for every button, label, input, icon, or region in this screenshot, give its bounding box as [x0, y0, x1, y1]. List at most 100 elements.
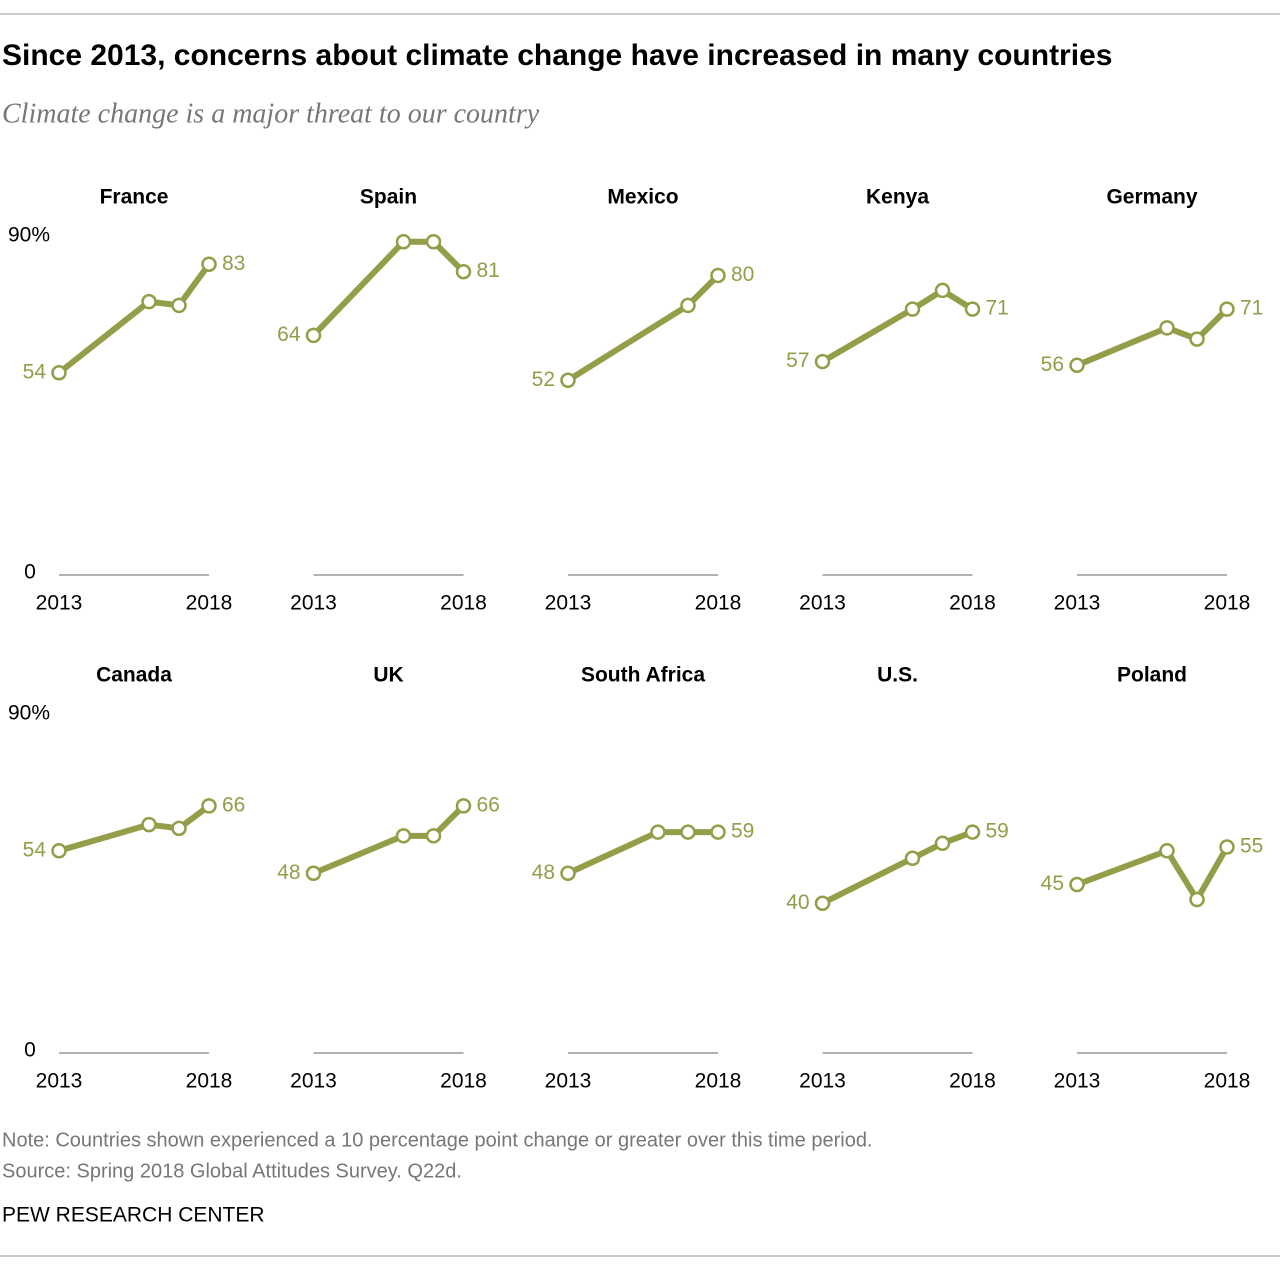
value-label: 48 [277, 861, 300, 884]
point [171, 297, 187, 314]
point [680, 297, 696, 314]
value-label: 64 [277, 323, 301, 346]
panel-title: Germany [1106, 186, 1197, 209]
value-label: 57 [786, 349, 809, 372]
x-tick-label: 2013 [290, 592, 337, 615]
value-label: 40 [786, 891, 809, 914]
y-tick-label: 0 [24, 1039, 36, 1062]
x-tick-label: 2018 [695, 1070, 742, 1093]
panel-title: Canada [96, 664, 172, 687]
point [814, 895, 831, 911]
x-tick-label: 2018 [186, 592, 233, 615]
point [1219, 301, 1235, 317]
point [171, 820, 187, 837]
point [1069, 357, 1085, 374]
point [964, 301, 981, 317]
x-tick-label: 2018 [695, 592, 742, 615]
point [395, 828, 412, 844]
line [1075, 845, 1230, 903]
y-tick-label: 90% [8, 224, 50, 247]
point [455, 263, 472, 280]
point [680, 824, 696, 840]
value-label: 54 [23, 360, 47, 383]
value-label: 59 [731, 820, 754, 843]
line [312, 803, 466, 877]
point [305, 865, 322, 882]
point [1219, 839, 1235, 855]
value-label: 71 [1240, 297, 1263, 320]
value-label: 55 [1240, 835, 1263, 858]
point [141, 816, 157, 833]
point [455, 798, 472, 814]
x-tick-label: 2013 [1054, 592, 1101, 615]
x-tick-label: 2013 [545, 592, 592, 615]
x-tick-label: 2013 [36, 1070, 83, 1093]
line [311, 238, 466, 338]
line [820, 287, 975, 365]
point [904, 301, 921, 317]
panel-title: Kenya [866, 186, 929, 209]
point [425, 828, 442, 844]
point [964, 824, 981, 840]
point [710, 267, 726, 284]
point [934, 282, 951, 299]
y-tick-label: 90% [8, 702, 50, 725]
point [814, 353, 831, 370]
chart-title: Since 2013, concerns about climate chang… [2, 39, 1112, 72]
value-label: 66 [477, 793, 500, 816]
chart-subtitle: Climate change is a major threat to our … [2, 98, 540, 129]
value-label: 52 [532, 368, 555, 391]
x-tick-label: 2013 [545, 1070, 592, 1093]
panel-title: U.S. [877, 664, 918, 687]
x-tick-label: 2018 [1204, 1070, 1251, 1093]
x-tick-label: 2013 [799, 1070, 846, 1093]
line [566, 273, 721, 383]
line [1075, 307, 1230, 369]
point [51, 365, 67, 381]
point [425, 233, 442, 250]
credit: PEW RESEARCH CENTER [2, 1204, 265, 1227]
panel-title: Mexico [607, 186, 678, 209]
point [1069, 876, 1085, 893]
point [395, 233, 412, 250]
value-label: 59 [986, 820, 1009, 843]
x-tick-label: 2013 [290, 1070, 337, 1093]
value-label: 56 [1041, 353, 1064, 376]
source: Source: Spring 2018 Global Attitudes Sur… [2, 1160, 462, 1182]
point [904, 850, 921, 867]
panel-title: Poland [1117, 664, 1187, 687]
point [650, 824, 666, 840]
value-label: 48 [532, 861, 555, 884]
value-label: 66 [222, 793, 245, 816]
value-label: 80 [731, 263, 754, 286]
x-tick-label: 2018 [949, 1070, 996, 1093]
point [1189, 331, 1205, 347]
line [566, 829, 718, 876]
point [1189, 891, 1205, 908]
x-tick-label: 2013 [799, 592, 846, 615]
x-tick-label: 2013 [36, 592, 83, 615]
x-tick-label: 2013 [1054, 1070, 1101, 1093]
point [934, 835, 951, 852]
note: Note: Countries shown experienced a 10 p… [2, 1129, 873, 1151]
panel-title: France [100, 186, 169, 209]
line [821, 829, 974, 906]
value-label: 81 [477, 259, 500, 282]
point [201, 798, 217, 814]
point [305, 327, 322, 344]
point [560, 372, 576, 389]
line [57, 262, 212, 376]
panel-title: Spain [360, 186, 417, 209]
x-tick-label: 2018 [440, 1070, 487, 1093]
value-label: 54 [23, 838, 47, 861]
value-label: 83 [222, 252, 245, 275]
y-tick-label: 0 [24, 561, 36, 584]
x-tick-label: 2018 [949, 592, 996, 615]
point [1159, 320, 1175, 336]
point [51, 843, 67, 859]
x-tick-label: 2018 [440, 592, 487, 615]
value-label: 45 [1041, 872, 1064, 895]
x-tick-label: 2018 [1204, 592, 1251, 615]
value-label: 71 [986, 297, 1009, 320]
